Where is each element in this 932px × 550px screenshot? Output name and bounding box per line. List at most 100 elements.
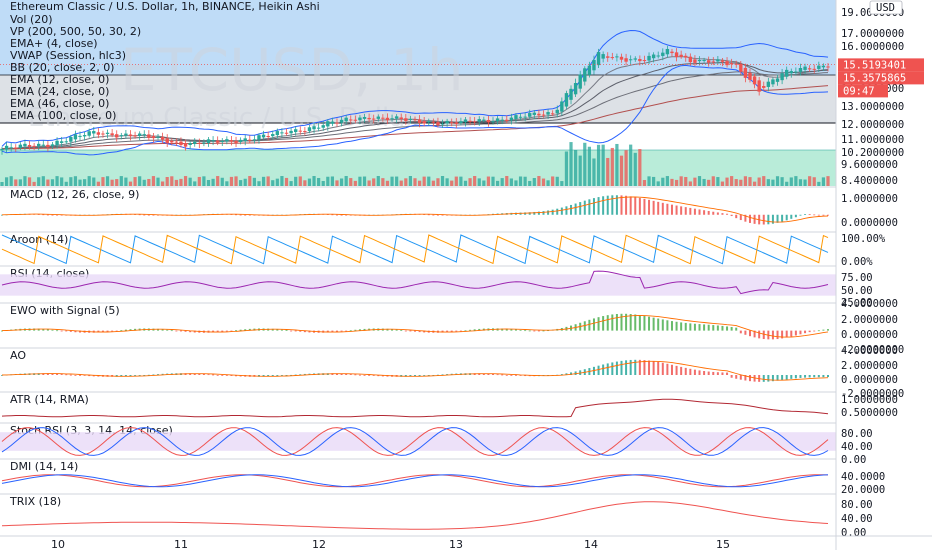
volume-bar: [656, 181, 660, 186]
volume-bar: [229, 176, 234, 186]
histogram-bar: [340, 214, 343, 216]
histogram-bar: [354, 374, 357, 376]
candle-body: [225, 139, 229, 142]
volume-bar: [808, 176, 812, 186]
candle-body: [87, 131, 91, 136]
histogram-bar: [79, 375, 82, 376]
volume-bar: [596, 144, 601, 186]
histogram-bar: [395, 329, 398, 331]
candle-body: [362, 116, 367, 119]
histogram-bar: [427, 214, 430, 216]
volume-bar: [326, 176, 330, 186]
volume-bar: [303, 180, 307, 186]
histogram-bar: [638, 315, 641, 331]
volume-bar: [248, 176, 252, 186]
histogram-bar: [450, 330, 453, 332]
volume-bar: [734, 179, 738, 186]
candle-body: [606, 56, 610, 58]
volume-bar: [422, 176, 426, 186]
histogram-bar: [436, 214, 439, 216]
histogram-bar: [157, 328, 160, 331]
volume-bar: [37, 177, 41, 186]
volume-bar: [450, 180, 454, 186]
histogram-bar: [124, 375, 127, 377]
candle-body: [564, 93, 569, 107]
main-price-pane[interactable]: [0, 0, 836, 186]
candle-body: [550, 113, 555, 115]
ema-price-value: 15.3575865: [843, 72, 906, 84]
candle-body: [349, 119, 353, 121]
candle-body: [238, 139, 243, 142]
volume-bar: [817, 181, 821, 186]
volume-bar: [188, 177, 192, 186]
histogram-bar: [69, 374, 72, 376]
currency-button[interactable]: [869, 0, 903, 15]
volume-bar: [376, 176, 380, 186]
candle-body: [422, 121, 426, 124]
study-vol: Vol (20): [10, 13, 53, 26]
histogram-bar: [138, 214, 141, 216]
histogram-bar: [771, 375, 774, 382]
histogram-bar: [643, 315, 646, 331]
histogram-bar: [606, 363, 609, 375]
candle-body: [725, 61, 729, 66]
histogram-bar: [120, 375, 123, 377]
histogram-bar: [822, 375, 825, 378]
histogram-bar: [152, 214, 155, 216]
candle-body: [771, 79, 775, 85]
candle-body: [353, 119, 358, 121]
chart-title: Ethereum Classic / U.S. Dollar, 1h, BINA…: [10, 0, 320, 13]
candle-body: [170, 140, 174, 143]
pane-tick-label: 20.0000: [841, 484, 885, 496]
histogram-bar: [528, 212, 531, 215]
candle-body: [257, 135, 261, 140]
candle-body: [142, 134, 146, 136]
volume-bar: [83, 179, 87, 186]
candle-body: [220, 141, 224, 143]
histogram-bar: [602, 316, 605, 331]
indicator-panes: MACD (12, 26, close, 9)Aroon (14)RSI (14…: [0, 186, 932, 530]
indicator-line: [1, 427, 829, 456]
volume-bar: [307, 178, 312, 186]
histogram-bar: [303, 373, 306, 375]
candle-body: [23, 143, 27, 147]
candle-body: [147, 134, 151, 138]
volume-bar: [725, 177, 729, 186]
candle-body: [284, 132, 289, 134]
volume-bar: [110, 179, 114, 186]
candle-body: [105, 132, 110, 134]
histogram-bar: [703, 324, 706, 331]
histogram-bar: [267, 375, 270, 377]
volume-bar: [826, 176, 830, 186]
volume-bar: [128, 181, 133, 186]
histogram-bar: [827, 329, 829, 331]
volume-bar: [372, 178, 376, 186]
volume-bar: [532, 178, 536, 186]
candle-body: [610, 57, 615, 59]
volume-bar: [183, 176, 188, 186]
volume-bar: [454, 176, 458, 186]
volume-bar: [87, 176, 91, 186]
candle-body: [344, 117, 348, 122]
histogram-bar: [510, 329, 513, 331]
histogram-bar: [42, 328, 45, 331]
histogram-bar: [505, 374, 508, 376]
histogram-bar: [597, 197, 600, 215]
pane-tick-label: 0.00: [841, 454, 866, 466]
histogram-bar: [216, 374, 219, 376]
pane-tick-label: 0.0000000: [841, 374, 898, 386]
candle-body: [82, 135, 87, 137]
volume-bar: [785, 181, 789, 186]
histogram-bar: [716, 325, 719, 331]
volume-bar: [119, 176, 123, 186]
candle-body: [684, 55, 688, 58]
volume-bar: [707, 179, 711, 186]
histogram-bar: [634, 359, 637, 375]
signal-line: [1, 196, 829, 223]
histogram-bar: [528, 330, 531, 332]
pane-tick-label: 2.0000000: [841, 314, 898, 326]
candle-body: [115, 134, 119, 138]
histogram-bar: [1, 214, 3, 216]
currency-button-label[interactable]: USD: [876, 2, 895, 14]
